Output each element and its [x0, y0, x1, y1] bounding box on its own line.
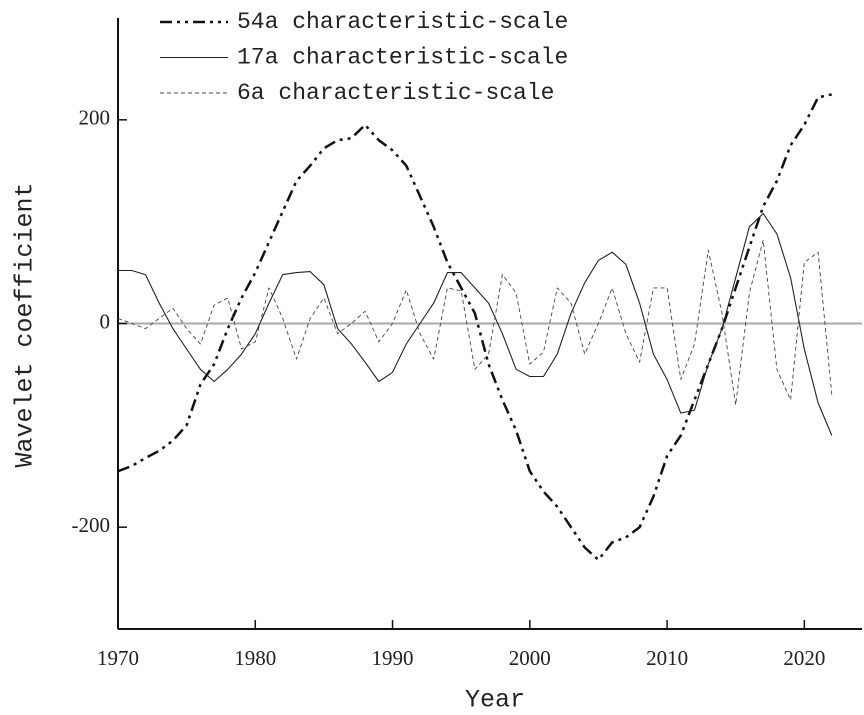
data-line — [118, 212, 833, 436]
x-tick-label: 1980 — [234, 646, 276, 670]
legend-label: 54a characteristic-scale — [237, 9, 568, 35]
y-tick-label: -200 — [72, 513, 111, 537]
x-tick-label: 2010 — [646, 646, 688, 670]
x-tick-label: 2000 — [509, 646, 551, 670]
x-tick-label: 1990 — [372, 646, 414, 670]
y-tick-label: 200 — [79, 106, 111, 130]
x-axis-label: Year — [465, 686, 525, 715]
data-line — [117, 239, 833, 406]
legend-label: 6a characteristic-scale — [237, 80, 554, 106]
y-tick-label: 0 — [100, 309, 111, 333]
data-line — [117, 93, 833, 562]
x-tick-label: 1970 — [97, 646, 139, 670]
legend-label: 17a characteristic-scale — [237, 45, 568, 71]
x-tick-label: 2020 — [783, 646, 825, 670]
y-axis-label: Wavelet coefficient — [11, 182, 40, 467]
